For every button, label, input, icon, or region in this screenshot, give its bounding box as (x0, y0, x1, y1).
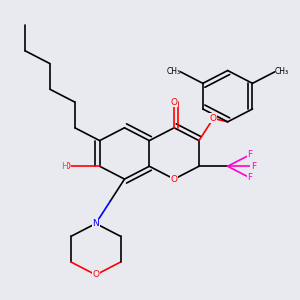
Text: CH₃: CH₃ (167, 67, 181, 76)
Text: O: O (171, 175, 178, 184)
Text: N: N (92, 219, 99, 228)
Text: O: O (210, 114, 217, 123)
Text: O: O (92, 270, 99, 279)
Text: O: O (171, 98, 178, 106)
Text: F: F (248, 173, 253, 182)
Text: H: H (61, 162, 68, 171)
Text: F: F (251, 162, 256, 171)
Text: F: F (248, 150, 253, 159)
Text: CH₃: CH₃ (275, 67, 289, 76)
Text: O: O (64, 162, 71, 171)
